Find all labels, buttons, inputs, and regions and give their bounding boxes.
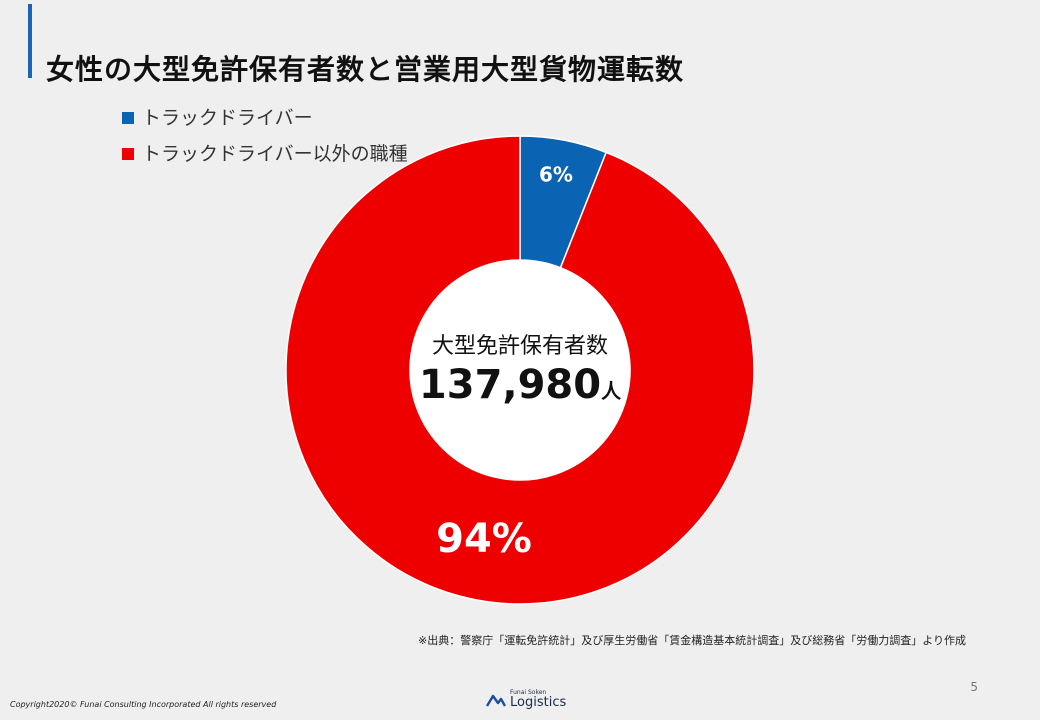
- legend-swatch-blue: [122, 111, 134, 124]
- company-logo: Funai Soken Logistics: [486, 690, 566, 709]
- center-label: 大型免許保有者数: [431, 334, 608, 359]
- source-note: ※出典：警察庁「運転免許統計」及び厚生労働省「賃金構造基本統計調査」及び総務省「…: [418, 634, 966, 647]
- data-label-2: 94%: [436, 516, 532, 562]
- legend-label: トラックドライバー: [142, 106, 313, 129]
- legend-swatch-red: [122, 147, 134, 160]
- chart-legend: トラックドライバー トラックドライバー以外の職種: [122, 98, 408, 170]
- logo-text: Funai Soken Logistics: [510, 689, 567, 710]
- logo-big-text: Logistics: [510, 695, 567, 710]
- center-unit: 人: [601, 379, 622, 403]
- data-label-1: 6%: [539, 162, 573, 186]
- page-number: 5: [970, 680, 978, 694]
- copyright-text: Copyright2020© Funai Consulting Incorpor…: [10, 700, 277, 709]
- legend-item-other-jobs: トラックドライバー以外の職種: [122, 134, 408, 170]
- page-title: 女性の大型免許保有者数と営業用大型貨物運転数: [46, 53, 685, 86]
- center-value: 137,980人: [419, 362, 621, 408]
- title-accent-bar: [28, 4, 32, 78]
- donut-hole: [410, 260, 630, 480]
- legend-item-truck-driver: トラックドライバー: [122, 98, 408, 134]
- logo-small-text: Funai Soken: [510, 689, 547, 696]
- legend-label: トラックドライバー以外の職種: [142, 142, 408, 165]
- center-number: 137,980: [418, 362, 602, 408]
- donut-center-text: 大型免許保有者数 137,980人: [419, 328, 621, 408]
- logistics-logo-icon: [486, 694, 506, 707]
